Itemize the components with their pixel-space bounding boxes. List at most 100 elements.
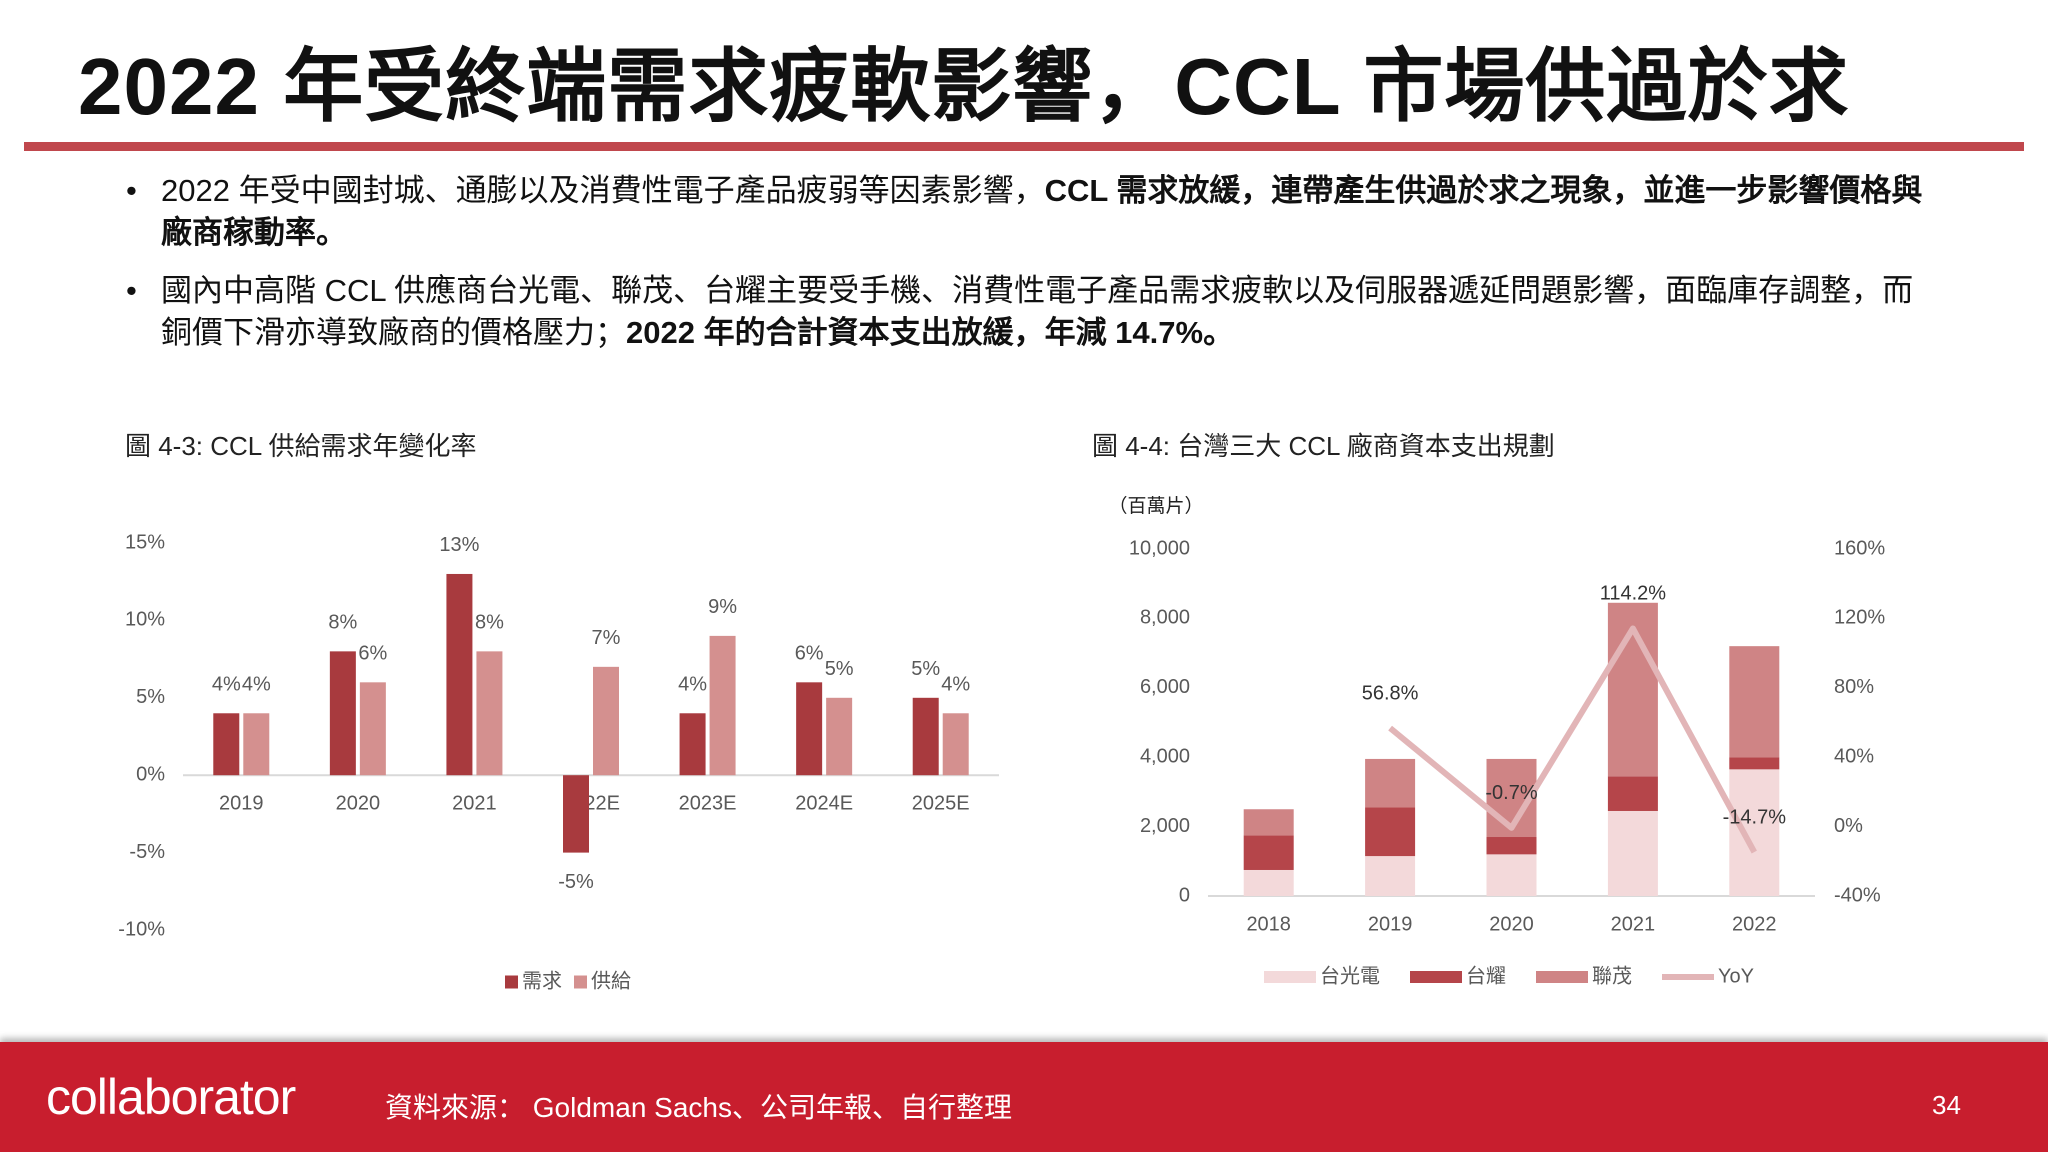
y-axis-label: （百萬片） (1108, 495, 1203, 517)
bar-segment (1486, 854, 1537, 896)
bar-segment (1243, 835, 1294, 870)
legend-label: 供給 (591, 969, 631, 992)
x-tick-label: 2019 (1368, 913, 1413, 935)
data-label: 4% (212, 674, 241, 696)
x-tick-label: 2021 (1611, 913, 1656, 935)
bullet-text: 2022 年受中國封城、通膨以及消費性電子產品疲弱等因素影響， (161, 173, 1045, 208)
data-label: 8% (475, 612, 504, 634)
x-tick-label: 2024E (795, 792, 853, 814)
bar (942, 713, 969, 776)
x-tick-label: 2020 (336, 792, 381, 814)
y-tick-label: 5% (136, 686, 165, 708)
bar-segment (1365, 807, 1416, 857)
data-label: 6% (358, 643, 387, 665)
y2-tick-label: 160% (1834, 537, 1885, 559)
bar-segment (1729, 769, 1780, 896)
bar (679, 713, 706, 776)
y-tick-label: 6,000 (1140, 676, 1190, 698)
data-label: 5% (825, 658, 854, 680)
chart-title: 圖 4-3: CCL 供給需求年變化率 (125, 431, 477, 461)
y2-tick-label: 40% (1834, 745, 1874, 767)
chart-title: 圖 4-4: 台灣三大 CCL 廠商資本支出規劃 (1092, 431, 1555, 461)
footer: collaborator 資料來源： Goldman Sachs、公司年報、自行… (0, 1042, 2048, 1152)
y-tick-label: 10% (125, 609, 165, 631)
y-tick-label: 0 (1179, 884, 1190, 906)
bar-segment (1365, 856, 1416, 896)
bullet: 國內中高階 CCL 供應商台光電、聯茂、台耀主要受手機、消費性電子產品需求疲軟以… (126, 270, 1926, 354)
bar-segment (1486, 837, 1537, 855)
bar-segment (1365, 758, 1416, 808)
line-series (1388, 625, 1757, 854)
y-tick-label: 8,000 (1140, 607, 1190, 629)
y-tick-label: 15% (125, 531, 165, 553)
y-tick-label: 10,000 (1129, 537, 1190, 559)
y-tick-label: 4,000 (1140, 745, 1190, 767)
bullet-text: 國內中高階 CCL 供應商台光電、聯茂、台耀主要受手機、消費性電子產品需求疲軟以… (161, 273, 1914, 350)
x-tick-label: 2025E (912, 792, 970, 814)
bar (796, 682, 823, 776)
data-label: 56.8% (1362, 682, 1419, 704)
legend-swatch (574, 975, 587, 989)
y-tick-label: -10% (118, 918, 165, 940)
page-number: 34 (1932, 1090, 1961, 1120)
data-label: 7% (592, 627, 621, 649)
data-label: 4% (242, 674, 271, 696)
data-label: 13% (439, 534, 479, 556)
x-tick-label: 2019 (219, 792, 264, 814)
legend-label: YoY (1718, 965, 1754, 987)
data-label: -14.7% (1723, 806, 1787, 828)
data-label: 114.2% (1600, 583, 1667, 605)
bar (329, 651, 356, 776)
y-tick-label: 2,000 (1140, 815, 1190, 837)
bullet-list: 2022 年受中國封城、通膨以及消費性電子產品疲弱等因素影響，CCL 需求放緩，… (126, 170, 1926, 370)
x-tick-label: 2021 (452, 792, 497, 814)
data-label: 4% (941, 674, 970, 696)
title-rule (24, 142, 2024, 151)
bar-segment (1729, 646, 1780, 758)
charts: 圖 4-3: CCL 供給需求年變化率 -10% -5% 0% 5% 10% 15% 2019… (118, 431, 1885, 992)
bar (476, 651, 503, 776)
x-tick-label: 2023E (679, 792, 737, 814)
y2-tick-label: -40% (1834, 884, 1881, 906)
bar (213, 713, 240, 776)
logo: collaborator (46, 1069, 296, 1125)
bar (826, 697, 853, 776)
data-label: 4% (678, 674, 707, 696)
bar (359, 682, 386, 776)
data-label: 6% (795, 643, 824, 665)
data-label: 9% (708, 596, 737, 618)
legend-label: 聯茂 (1592, 964, 1632, 987)
data-label: 8% (328, 612, 357, 634)
legend-swatch (1264, 971, 1316, 983)
y2-tick-label: 80% (1834, 676, 1874, 698)
bar (563, 775, 589, 853)
x-tick-label: 2018 (1246, 913, 1291, 935)
legend-swatch (1410, 971, 1462, 983)
bar (709, 635, 736, 776)
bar (243, 713, 270, 776)
legend-swatch (505, 975, 518, 989)
legend-swatch (1536, 971, 1588, 983)
legend-label: 台耀 (1466, 964, 1506, 987)
bar-segment (1729, 757, 1780, 770)
slide-title: 2022 年受終端需求疲軟影響，CCL 市場供過於求 (78, 42, 1850, 131)
y-tick-label: 0% (136, 763, 165, 785)
bar (912, 697, 939, 776)
y-tick-label: -5% (129, 841, 165, 863)
bar-segment (1607, 810, 1658, 896)
bar (446, 573, 473, 776)
bar-segment (1607, 776, 1658, 811)
y2-tick-label: 0% (1834, 815, 1863, 837)
data-label: 5% (911, 658, 940, 680)
bar-segment (1243, 869, 1294, 896)
data-label: -5% (558, 871, 594, 893)
bar-segment (1243, 809, 1294, 836)
source-note: 資料來源： Goldman Sachs、公司年報、自行整理 (385, 1092, 1012, 1123)
bullet-text: CCL 需求放緩，連帶產生供過於求之現象，並進一步影響價格與廠商稼動率。 (161, 173, 1923, 250)
data-label: -0.7% (1485, 782, 1537, 804)
bullet-text: 2022 年的合計資本支出放緩，年減 14.7%。 (626, 315, 1235, 350)
x-tick-label: 2020 (1489, 913, 1534, 935)
legend-label: 需求 (522, 969, 562, 992)
bar (593, 666, 619, 776)
